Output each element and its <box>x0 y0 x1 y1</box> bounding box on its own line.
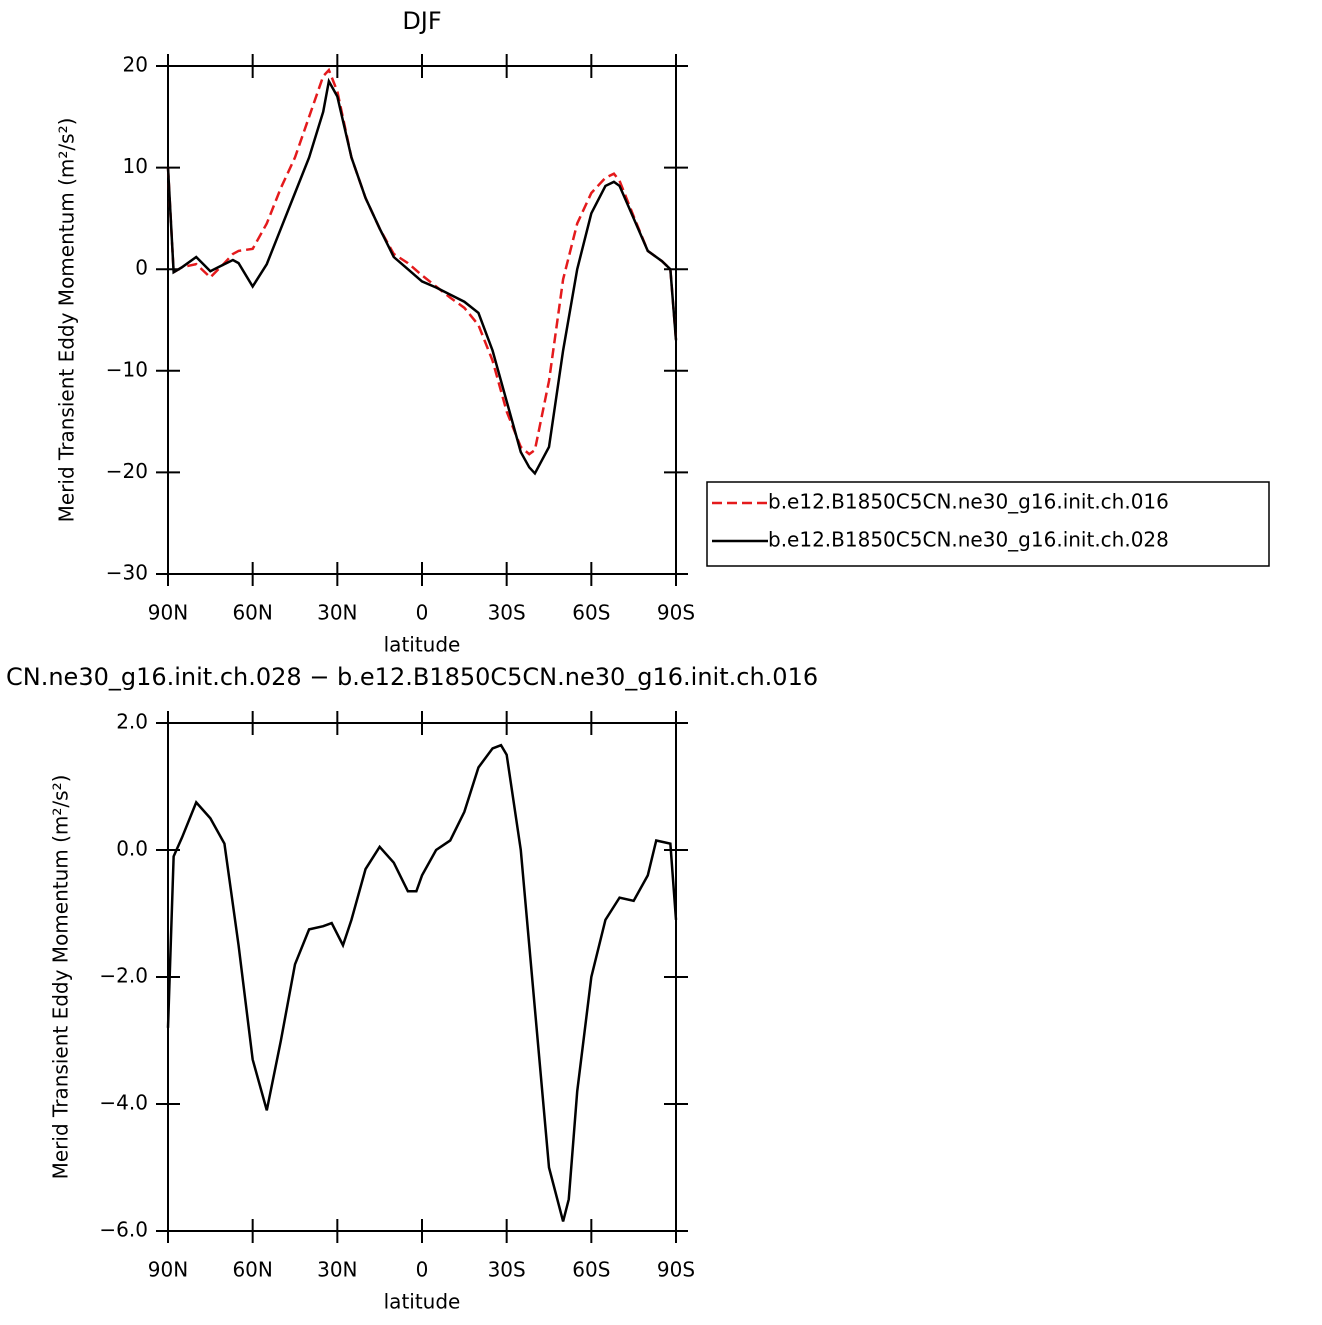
data-line <box>166 77 678 476</box>
y-tick-label: −30 <box>106 561 148 585</box>
y-tick-label: −2.0 <box>99 964 148 988</box>
x-tick-label: 90S <box>657 1258 695 1282</box>
y-tick-label: −20 <box>106 459 148 483</box>
y-tick-label: −10 <box>106 357 148 381</box>
plot-frame <box>167 722 677 1232</box>
x-tick-label: 90N <box>148 601 188 625</box>
x-tick-label: 0 <box>416 1258 429 1282</box>
x-tick-label: 90S <box>657 601 695 625</box>
x-tick-label: 60N <box>232 601 272 625</box>
x-tick-label: 60N <box>232 1258 272 1282</box>
data-line <box>166 743 678 1222</box>
y-tick-label: 10 <box>123 154 148 178</box>
legend-label: b.e12.B1850C5CN.ne30_g16.init.ch.028 <box>768 528 1169 552</box>
y-tick-label: −4.0 <box>99 1091 148 1115</box>
x-tick-label: 30N <box>317 1258 357 1282</box>
x-tick-label: 0 <box>416 601 429 625</box>
y-tick-label: 20 <box>123 53 148 77</box>
data-line <box>166 67 678 456</box>
x-tick-label: 30N <box>317 601 357 625</box>
x-tick-label: 60S <box>572 601 610 625</box>
legend-box <box>706 481 1270 567</box>
x-tick-label: 30S <box>488 1258 526 1282</box>
y-tick-label: 0.0 <box>116 837 148 861</box>
x-tick-label: 60S <box>572 1258 610 1282</box>
y-axis-label: Merid Transient Eddy Momentum (m²/s²) <box>49 775 73 1180</box>
chart-title: DJF <box>402 7 441 35</box>
legend-label: b.e12.B1850C5CN.ne30_g16.init.ch.016 <box>768 490 1169 514</box>
x-axis-label: latitude <box>384 1290 461 1314</box>
y-tick-label: 2.0 <box>116 710 148 734</box>
y-tick-label: 0 <box>135 256 148 280</box>
y-axis-label: Merid Transient Eddy Momentum (m²/s²) <box>55 118 79 523</box>
chart-title: CN.ne30_g16.init.ch.028 − b.e12.B1850C5C… <box>6 663 818 691</box>
x-axis-label: latitude <box>384 633 461 657</box>
y-tick-label: −6.0 <box>99 1218 148 1242</box>
x-tick-label: 90N <box>148 1258 188 1282</box>
plot-frame <box>167 65 677 575</box>
x-tick-label: 30S <box>488 601 526 625</box>
